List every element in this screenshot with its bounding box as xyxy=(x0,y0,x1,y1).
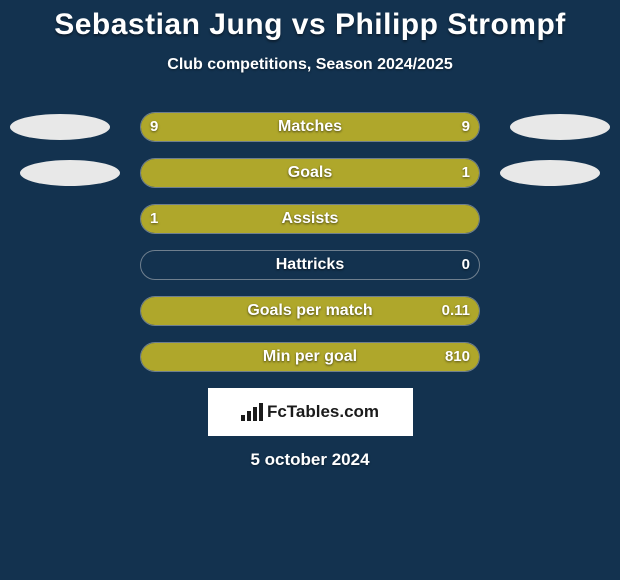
player-left-badge xyxy=(10,114,110,140)
metric-label: Assists xyxy=(140,204,480,234)
metric-label: Min per goal xyxy=(140,342,480,372)
brand-logo-box: FcTables.com xyxy=(208,388,413,436)
page-subtitle: Club competitions, Season 2024/2025 xyxy=(0,56,620,74)
page-title: Sebastian Jung vs Philipp Strompf xyxy=(0,0,620,42)
metric-label: Hattricks xyxy=(140,250,480,280)
brand-text: FcTables.com xyxy=(267,402,379,422)
date-label: 5 october 2024 xyxy=(0,450,620,470)
metric-row: 0.11Goals per match xyxy=(0,296,620,326)
metric-label: Matches xyxy=(140,112,480,142)
metric-label: Goals per match xyxy=(140,296,480,326)
metric-row: 1Goals xyxy=(0,158,620,188)
metric-row: 1Assists xyxy=(0,204,620,234)
player-left-badge xyxy=(20,160,120,186)
metric-row: 0Hattricks xyxy=(0,250,620,280)
metric-row: 810Min per goal xyxy=(0,342,620,372)
bars-icon xyxy=(241,403,263,421)
comparison-chart: 99Matches 1Goals 1Assists 0Hattricks 0.11Goa… xyxy=(0,112,620,372)
player-right-badge xyxy=(510,114,610,140)
metric-label: Goals xyxy=(140,158,480,188)
metric-row: 99Matches xyxy=(0,112,620,142)
player-right-badge xyxy=(500,160,600,186)
